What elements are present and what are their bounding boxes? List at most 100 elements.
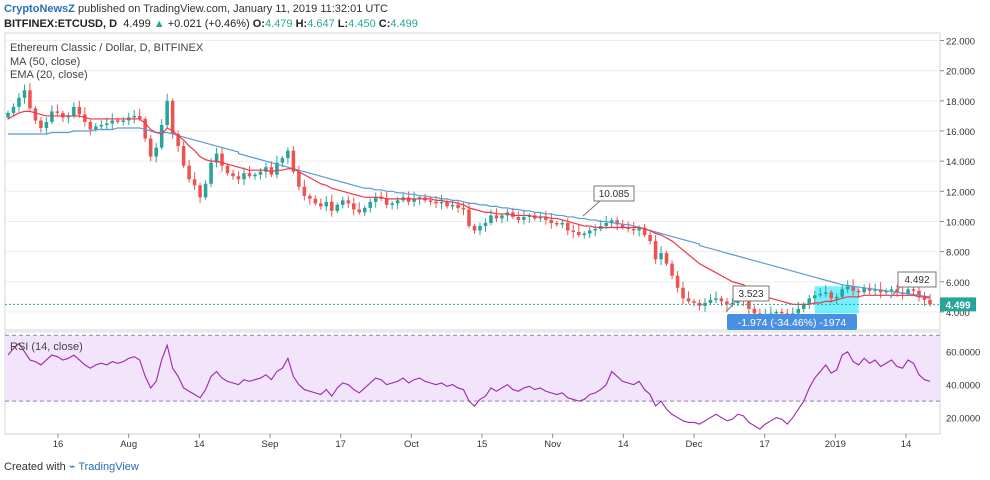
- candle-body: [77, 106, 82, 115]
- price-chart[interactable]: 22.000 20.000 18.000 16.000 14.000 12.000 10.0…: [0, 30, 990, 470]
- tradingview-logo-icon[interactable]: ⌁: [68, 461, 76, 473]
- candle-body: [302, 186, 307, 196]
- candle-body: [659, 253, 663, 260]
- candle-body: [445, 201, 449, 207]
- candle-body: [889, 289, 894, 291]
- publish-header: CryptoNewsZ published on TradingView.com…: [4, 2, 388, 16]
- candle-body: [609, 220, 614, 223]
- candle-body: [851, 286, 855, 291]
- candle-body: [604, 222, 608, 226]
- low-callout-box: [732, 285, 770, 302]
- candle-body: [867, 287, 872, 291]
- candle-body: [247, 173, 252, 177]
- candle-body: [390, 203, 394, 205]
- candle-body: [55, 111, 60, 113]
- candle-body: [110, 120, 115, 124]
- peak-callout-box: [593, 185, 635, 202]
- candle-body: [319, 203, 323, 207]
- ema-legend[interactable]: EMA (20, close): [10, 69, 88, 81]
- high-value: 4.647: [307, 18, 335, 30]
- candle-body: [911, 289, 916, 291]
- time-axis-label: Aug: [120, 439, 137, 450]
- candle-body: [61, 112, 65, 118]
- candle-body: [566, 222, 570, 231]
- candle-body: [66, 115, 71, 118]
- candle-body: [719, 298, 724, 302]
- measure-tooltip-label: -1.974 (-34.46%) -1974: [738, 317, 847, 329]
- candle-body: [615, 220, 619, 225]
- candle-body: [362, 207, 367, 213]
- low-callout: 3.523: [725, 285, 770, 313]
- candle-body: [395, 200, 400, 204]
- low-callout-label: 3.523: [738, 289, 763, 300]
- price-axis-label: 8.000: [946, 248, 970, 259]
- candle-body: [478, 225, 482, 231]
- candle-body: [834, 296, 839, 299]
- candle-body: [83, 114, 87, 122]
- candle-body: [231, 173, 235, 177]
- candle-body: [587, 230, 592, 234]
- price-axis-label: 4.000: [946, 308, 970, 319]
- rsi-axis-label: 20.0000: [946, 414, 980, 425]
- candle-body: [137, 115, 142, 119]
- tradingview-brand[interactable]: TradingView: [78, 461, 139, 473]
- publisher-name[interactable]: CryptoNewsZ: [4, 3, 75, 15]
- candle-body: [703, 302, 707, 306]
- candle-body: [862, 287, 866, 293]
- candle-body: [845, 286, 850, 290]
- candle-body: [538, 216, 543, 219]
- price-axis-label: 14.000: [946, 157, 975, 168]
- candle-body: [379, 197, 383, 199]
- price-axis-label: 16.000: [946, 127, 975, 138]
- candle-body: [132, 115, 136, 118]
- peak-callout-pointer: [582, 200, 601, 217]
- up-arrow-icon: ▲: [153, 18, 165, 30]
- ma-legend[interactable]: MA (50, close): [10, 56, 81, 68]
- candle-body: [494, 215, 499, 219]
- last-callout-pointer: [889, 286, 901, 299]
- rsi-axis-label: 40.0000: [946, 381, 980, 392]
- candle-body: [220, 153, 224, 166]
- price-axis-label: 12.000: [946, 187, 975, 198]
- rsi-legend[interactable]: RSI (14, close): [10, 341, 83, 353]
- candle-body: [774, 311, 779, 314]
- candle-body: [812, 295, 817, 299]
- time-axis-label: 2019: [825, 439, 846, 450]
- candle-body: [648, 235, 652, 242]
- candle-body: [500, 215, 504, 219]
- time-axis-label: 14: [618, 439, 629, 450]
- candle-body: [33, 108, 38, 121]
- candle-body: [209, 162, 213, 184]
- time-axis-label: 17: [335, 439, 346, 450]
- candle-body: [434, 201, 438, 204]
- rsi-band: [5, 335, 940, 402]
- candle-body: [708, 299, 713, 303]
- low-callout-pointer: [725, 300, 737, 313]
- candle-body: [802, 304, 806, 309]
- time-axis-label: 15: [477, 439, 488, 450]
- candle-body: [384, 198, 389, 205]
- candle-body: [264, 167, 268, 172]
- time-axis-label: 14: [194, 439, 205, 450]
- high-label: H:: [295, 18, 308, 30]
- candle-body: [22, 90, 27, 98]
- candle-body: [626, 227, 630, 229]
- candle-body: [840, 289, 844, 297]
- candle-body: [527, 215, 532, 217]
- candle-body: [417, 197, 422, 199]
- rsi-line: [7, 342, 931, 430]
- candle-body: [725, 301, 729, 305]
- candle-body: [242, 173, 246, 180]
- candle-body: [99, 124, 104, 127]
- candle-body: [412, 198, 416, 202]
- candle-body: [829, 292, 833, 299]
- created-with-text: Created with: [4, 461, 66, 473]
- candle-body: [6, 112, 10, 118]
- price-axis-label: 22.000: [946, 37, 975, 48]
- candle-body: [642, 227, 647, 236]
- candle-body: [291, 150, 296, 172]
- candle-body: [203, 183, 208, 198]
- candle-body: [313, 198, 318, 204]
- candle-body: [467, 209, 471, 226]
- candle-body: [335, 204, 340, 211]
